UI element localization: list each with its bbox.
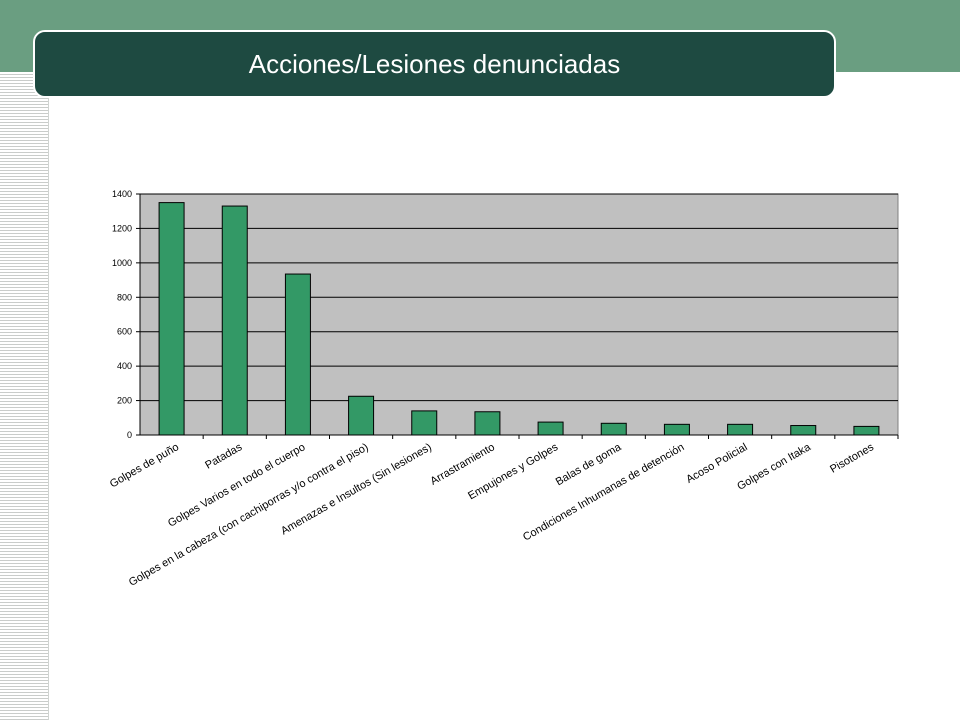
bar: [790, 425, 817, 436]
title-banner: Acciones/Lesiones denunciadas: [33, 30, 836, 98]
y-tick-label: 0: [127, 430, 132, 440]
y-tick-label: 1000: [112, 258, 132, 268]
plot-area: [139, 193, 899, 436]
bar: [600, 422, 627, 436]
x-tick-label: Golpes de puño: [108, 441, 181, 490]
y-tick-label: 400: [117, 361, 132, 371]
x-tick-label: Pisotones: [828, 441, 876, 476]
bar: [284, 273, 311, 436]
left-stripe-decoration: [0, 72, 48, 720]
x-tick-label: Golpes en la cabeza (con cachiporras y/o…: [127, 441, 371, 589]
y-tick-label: 600: [117, 327, 132, 337]
bar: [853, 425, 880, 436]
left-divider: [48, 72, 49, 720]
x-tick-label: Patadas: [203, 441, 244, 472]
bar: [158, 202, 185, 436]
bar: [727, 423, 754, 436]
y-tick-label: 800: [117, 292, 132, 302]
bar: [221, 205, 248, 436]
bar: [348, 395, 375, 436]
y-tick-label: 1400: [112, 189, 132, 199]
bar: [537, 421, 564, 436]
y-tick-label: 1200: [112, 223, 132, 233]
bar: [474, 411, 501, 436]
y-tick-label: 200: [117, 396, 132, 406]
bar: [663, 423, 690, 436]
bar: [411, 410, 438, 436]
slide-title: Acciones/Lesiones denunciadas: [248, 48, 621, 79]
